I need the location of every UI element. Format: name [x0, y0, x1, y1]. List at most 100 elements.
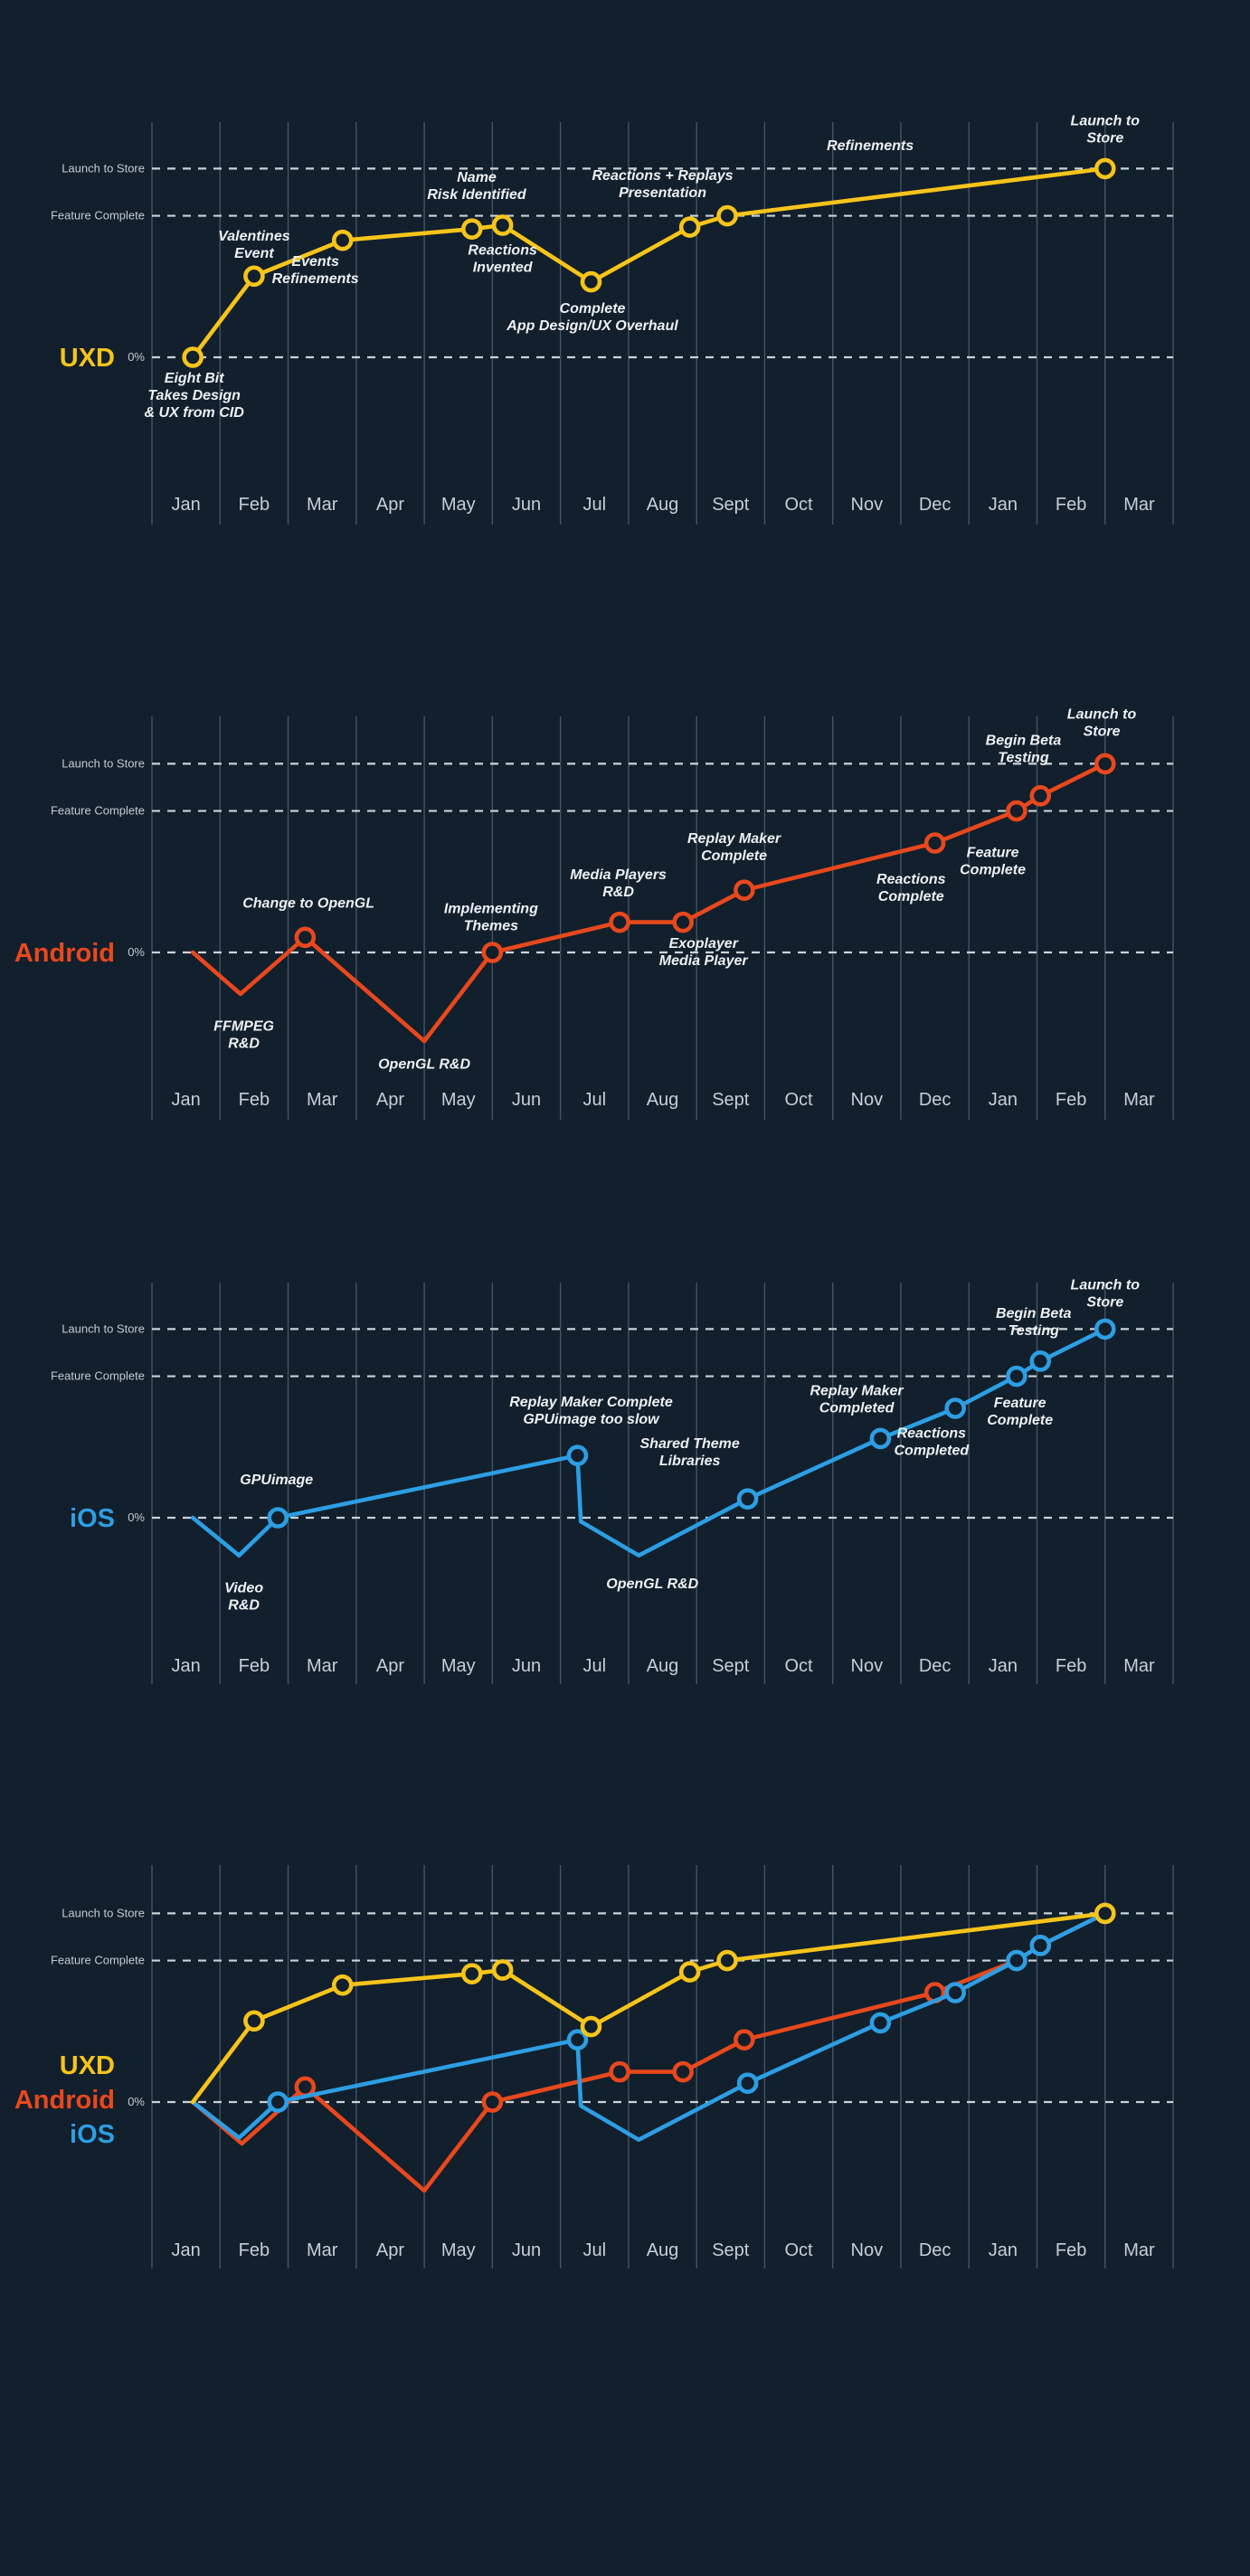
month-label-7: Aug — [647, 495, 679, 515]
milestone-annotation: Eight Bit — [165, 371, 224, 386]
milestone-marker — [1029, 1350, 1052, 1372]
milestone-annotation: Replay Maker — [687, 831, 781, 847]
month-label-9: Oct — [785, 1090, 814, 1110]
milestone-marker — [460, 1963, 483, 1984]
month-label-3: Apr — [376, 495, 404, 515]
month-label-8: Sept — [712, 1656, 750, 1676]
milestone-marker — [566, 1444, 589, 1466]
reference-line-launch-to-store-label: Launch to Store — [62, 1906, 145, 1919]
milestone-annotation: Store — [1084, 724, 1121, 739]
month-label-9: Oct — [785, 495, 814, 515]
milestone-annotation: Exoplayer — [668, 936, 738, 952]
milestone-annotation: Complete — [560, 301, 626, 317]
milestone-marker — [491, 214, 514, 236]
milestone-annotation: Media Player — [659, 953, 749, 969]
track-label-uxd: UXD — [60, 344, 115, 373]
month-label-11: Dec — [919, 1656, 952, 1676]
milestone-annotation: Shared Theme — [640, 1436, 740, 1452]
chart-android: Launch to Store Feature Complete 0% Jan Feb M… — [14, 706, 1174, 1120]
milestone-annotation: Presentation — [619, 185, 706, 201]
milestone-annotation: Events — [291, 254, 339, 270]
month-label-12: Jan — [989, 1090, 1018, 1110]
month-label-12: Jan — [989, 1656, 1018, 1676]
milestone-marker — [331, 229, 354, 251]
milestone-annotation: OpenGL R&D — [378, 1056, 470, 1072]
reference-line-zero-label: 0% — [128, 2095, 145, 2108]
month-label-2: Mar — [307, 1090, 338, 1110]
milestone-marker — [609, 911, 630, 933]
month-label-3: Apr — [376, 2240, 404, 2260]
track-label-uxd: UXD — [60, 2051, 115, 2080]
month-label-0: Jan — [172, 495, 201, 515]
milestone-marker — [1094, 1902, 1116, 1925]
reference-line-zero-label: 0% — [128, 350, 145, 364]
milestone-marker — [672, 911, 694, 933]
milestone-marker — [944, 1397, 966, 1419]
month-label-7: Aug — [647, 2240, 679, 2260]
milestone-annotation: R&D — [228, 1597, 260, 1613]
month-label-5: Jun — [512, 495, 541, 515]
month-label-13: Feb — [1056, 1090, 1086, 1110]
reference-line-feature-complete-label: Feature Complete — [51, 1954, 145, 1967]
month-label-1: Feb — [239, 495, 270, 515]
month-label-0: Jan — [172, 1090, 201, 1110]
month-label-14: Mar — [1123, 1656, 1155, 1676]
series-uxd — [190, 1902, 1116, 2105]
milestone-marker — [734, 2029, 755, 2050]
month-label-9: Oct — [785, 1656, 814, 1676]
month-label-10: Nov — [851, 1090, 884, 1110]
month-axis: Jan Feb Mar Apr May Jun Jul Aug Sept Oct Nov Dec Jan… — [172, 1656, 1155, 1676]
milestone-annotation: Replay Maker — [810, 1384, 904, 1399]
month-label-1: Feb — [239, 1656, 270, 1676]
milestone-marker — [1006, 1949, 1027, 1972]
milestone-annotation: Risk Identified — [427, 187, 527, 203]
month-label-4: May — [441, 1090, 476, 1110]
month-label-8: Sept — [712, 1090, 750, 1110]
milestone-annotation: FFMPEG — [213, 1019, 274, 1035]
month-axis: Jan Feb Mar Apr May Jun Jul Aug Sept Oct Nov Dec Jan… — [172, 495, 1155, 515]
milestone-annotation: Launch to — [1071, 114, 1141, 129]
month-label-13: Feb — [1056, 1656, 1086, 1676]
reference-line-zero-label: 0% — [128, 945, 145, 959]
milestone-marker — [1029, 785, 1052, 807]
series-uxd: Eight Bit Takes Design & UX from CID Valent… — [145, 114, 1141, 421]
milestone-marker — [1029, 1935, 1052, 1956]
milestone-marker — [923, 832, 946, 854]
month-label-11: Dec — [919, 1090, 952, 1110]
chart-uxd-android-ios: Launch to Store Feature Complete 0% Jan Feb M… — [14, 1865, 1174, 2268]
month-label-2: Mar — [307, 495, 338, 515]
month-axis: Jan Feb Mar Apr May Jun Jul Aug Sept Oct Nov Dec Jan… — [172, 2240, 1155, 2260]
month-label-11: Dec — [919, 2240, 952, 2260]
milestone-annotation: Complete — [960, 863, 1026, 878]
month-label-8: Sept — [712, 2240, 750, 2260]
milestone-annotation: GPUimage too slow — [523, 1412, 660, 1427]
milestone-annotation: Reactions — [468, 242, 537, 258]
milestone-marker — [566, 2029, 589, 2050]
milestone-marker — [460, 218, 483, 240]
milestone-marker — [869, 2012, 892, 2034]
month-label-4: May — [441, 2240, 476, 2260]
month-label-2: Mar — [307, 1656, 338, 1676]
milestone-annotation: Completed — [819, 1401, 895, 1416]
month-label-6: Jul — [582, 1090, 606, 1110]
month-label-14: Mar — [1123, 1090, 1155, 1110]
reference-line-launch-to-store-label: Launch to Store — [62, 161, 145, 175]
month-label-5: Jun — [512, 2240, 541, 2260]
month-label-4: May — [441, 495, 476, 515]
milestone-marker — [1006, 1365, 1027, 1387]
milestone-marker — [736, 1488, 759, 1510]
milestone-marker — [1094, 157, 1116, 180]
milestone-annotation: Reactions + Replays — [592, 168, 733, 184]
month-label-10: Nov — [851, 495, 884, 515]
track-label-android: Android — [14, 2086, 115, 2115]
month-label-6: Jul — [582, 2240, 606, 2260]
milestone-marker — [491, 1959, 514, 1981]
milestone-marker — [294, 926, 317, 949]
milestone-annotation: Event — [234, 246, 274, 261]
milestone-annotation: Valentines — [218, 229, 290, 244]
milestone-annotation: Launch to — [1071, 1278, 1141, 1293]
month-axis: Jan Feb Mar Apr May Jun Jul Aug Sept Oct Nov Dec Jan… — [172, 1090, 1155, 1110]
